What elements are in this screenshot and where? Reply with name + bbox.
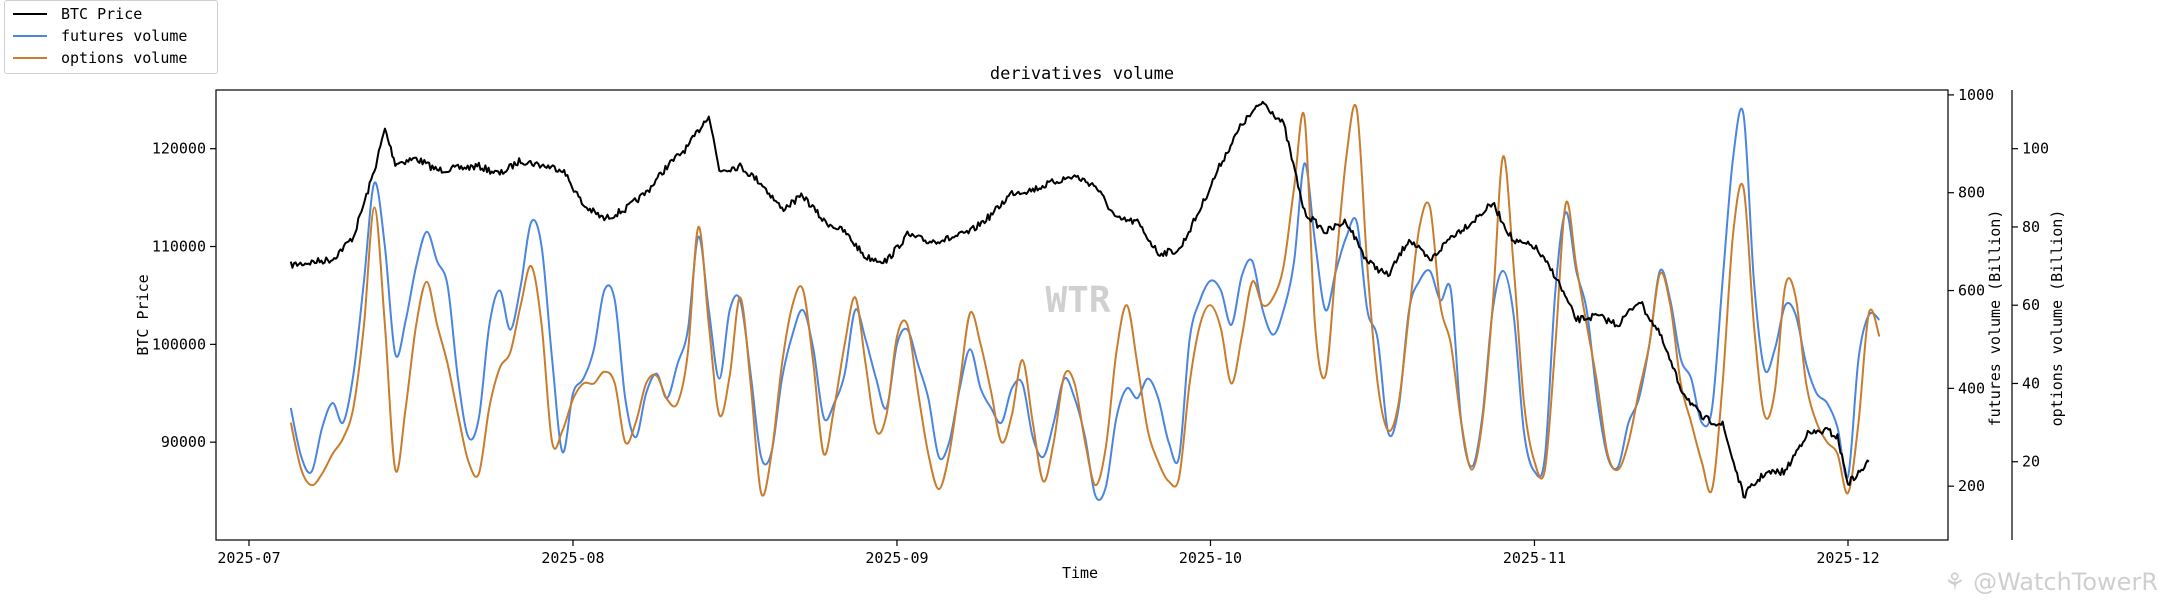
plot-frame (215, 89, 1949, 541)
x-axis-label: Time (1062, 564, 1098, 582)
x-tick-label: 2025-10 (1179, 549, 1242, 567)
x-tick-label: 2025-09 (865, 549, 928, 567)
legend-swatch-futures-volume (13, 35, 47, 37)
series-line-btc-price (289, 100, 1870, 499)
series-line-futures-volume (289, 107, 1881, 501)
y-axis-label-options-volume: options volume (Billion) (2048, 210, 2066, 427)
axis-layer: 2025-07 2025-08 2025-09 2025-10 2025-11 2025-… (152, 86, 2049, 567)
series-line-options-volume (289, 103, 1881, 497)
y-futures-tick-label: 600 (1958, 282, 1985, 300)
y-left-tick-label: 90000 (161, 433, 206, 451)
x-tick-label: 2025-12 (1816, 549, 1879, 567)
footer-watermark: ⚘ @WatchTowerR (1943, 568, 2158, 596)
chart-title: derivatives volume (990, 64, 1174, 84)
x-tick-label: 2025-11 (1503, 549, 1566, 567)
y-axis-label-futures-volume: futures volume (Billion) (1986, 210, 2004, 427)
y-futures-tick-label: 800 (1958, 184, 1985, 202)
y-left-tick-label: 100000 (152, 335, 206, 353)
y-left-tick-label: 110000 (152, 238, 206, 256)
y-futures-tick-label: 400 (1958, 379, 1985, 397)
y-options-tick-label: 100 (2022, 140, 2049, 158)
chart-legend: BTC Price futures volume options volume (4, 0, 218, 74)
legend-item-btc-price: BTC Price (13, 4, 142, 24)
legend-item-futures-volume: futures volume (13, 26, 187, 46)
legend-swatch-options-volume (13, 57, 47, 59)
legend-item-options-volume: options volume (13, 48, 187, 68)
series-layer (289, 100, 1881, 501)
y-options-tick-label: 20 (2022, 453, 2040, 471)
legend-label-futures-volume: futures volume (61, 27, 188, 45)
y-axis-label-btc-price: BTC Price (134, 274, 152, 355)
x-tick-label: 2025-07 (217, 549, 280, 567)
legend-label-btc-price: BTC Price (61, 5, 143, 23)
y-left-tick-label: 120000 (152, 140, 206, 158)
y-options-tick-label: 80 (2022, 218, 2040, 236)
legend-label-options-volume: options volume (61, 49, 188, 67)
y-options-tick-label: 60 (2022, 296, 2040, 314)
x-tick-label: 2025-08 (541, 549, 604, 567)
y-options-tick-label: 40 (2022, 374, 2040, 392)
y-futures-tick-label: 200 (1958, 477, 1985, 495)
y-futures-tick-label: 1000 (1958, 86, 1994, 104)
center-watermark: WTR (1045, 280, 1110, 321)
legend-swatch-btc-price (13, 13, 47, 15)
